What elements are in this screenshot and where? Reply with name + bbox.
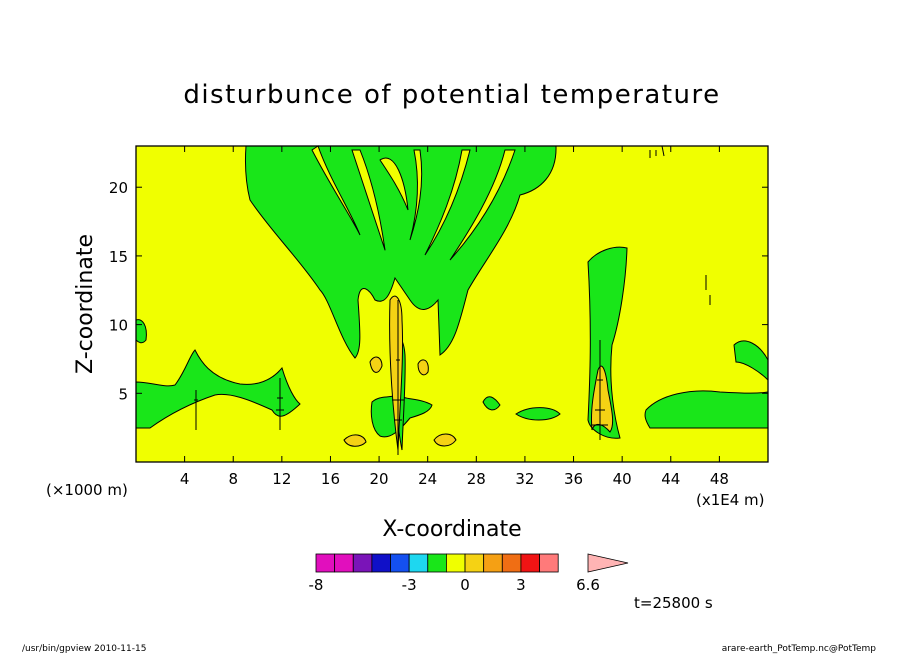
colorbar-labels: -8 -3 0 3 6.6: [309, 576, 600, 594]
y-tick-label: 20: [109, 179, 128, 197]
footer-left: /usr/bin/gpview 2010-11-15: [22, 644, 146, 654]
colorbar-tick-label: 3: [516, 576, 526, 594]
pos-central-plume: [389, 295, 404, 451]
patch-x32: [515, 407, 561, 421]
time-label: t=25800 s: [634, 594, 713, 612]
x-axis-units: (×1000 m): [46, 481, 128, 499]
upper-slit-3: [379, 157, 409, 211]
x-tick-label: 48: [710, 470, 729, 488]
x-tick-label: 12: [272, 470, 291, 488]
colorbar-swatch: [483, 553, 503, 573]
upper-slit-6: [449, 149, 516, 261]
pos-right-plume: [591, 365, 614, 433]
plot-frame: [135, 145, 769, 463]
colorbar-tick-label: 6.6: [576, 576, 600, 594]
pos-cell-1: [343, 434, 367, 447]
x-axis-label: X-coordinate: [382, 517, 521, 542]
x-tick-label: 16: [321, 470, 340, 488]
contour-lines: [194, 145, 711, 455]
x-tick-label: 28: [467, 470, 486, 488]
plot-area: [135, 145, 769, 463]
colorbar-tick-label: -3: [402, 576, 417, 594]
colorbar: [315, 553, 629, 573]
y-tick-label: 5: [118, 385, 128, 403]
x-tick-label: 20: [370, 470, 389, 488]
colorbar-swatch: [390, 553, 410, 573]
pos-cell-3: [369, 356, 383, 373]
upper-slit-4: [409, 149, 423, 241]
colorbar-extension-arrow: [587, 553, 629, 573]
colorbar-swatch: [352, 553, 373, 573]
upper-slit-1: [311, 145, 361, 236]
right-low-region: [644, 390, 769, 429]
colorbar-swatch: [501, 553, 522, 573]
spike-x5: [194, 390, 198, 430]
colorbar-swatch: [371, 553, 391, 573]
y-tick-label: 10: [109, 317, 128, 335]
colorbar-tick-label: -8: [309, 576, 324, 594]
patch-x28: [482, 396, 501, 411]
colorbar-swatch: [446, 553, 466, 573]
x-axis-scale-note: (x1E4 m): [696, 491, 765, 509]
upper-slit-2: [351, 149, 386, 251]
pos-cell-2: [433, 433, 457, 447]
x-tick-label: 8: [228, 470, 238, 488]
colorbar-swatch: [464, 553, 485, 573]
spike-right: [592, 340, 608, 440]
colorbar-swatch: [315, 553, 336, 573]
left-low-region: [135, 349, 301, 429]
y-axis-label: Z-coordinate: [73, 234, 98, 374]
spike-x12: [276, 378, 284, 430]
x-tick-label: 36: [564, 470, 583, 488]
x-tick-label: 44: [661, 470, 680, 488]
x-tick-label: 4: [180, 470, 190, 488]
contour-fills: [135, 145, 769, 451]
contour-x46: [705, 275, 711, 305]
y-axis-ticks: 5 10 15 20: [109, 179, 768, 403]
colorbar-swatch: [408, 553, 429, 573]
footer-right: arare-earth_PotTemp.nc@PotTemp: [722, 644, 877, 654]
y-tick-label: 15: [109, 248, 128, 266]
colorbar-swatch: [334, 553, 354, 573]
contour-top-right: [649, 145, 665, 158]
chart-title: disturbunce of potential temperature: [183, 80, 720, 110]
colorbar-swatch: [427, 553, 447, 573]
x-tick-label: 24: [418, 470, 437, 488]
spike-central: [392, 300, 404, 455]
upper-negative-region: [245, 145, 557, 359]
x-axis-ticks: 4 8 12 16 20 24 28 32 36 40 44 48: [180, 146, 729, 488]
x-tick-label: 32: [515, 470, 534, 488]
colorbar-swatch: [520, 553, 540, 573]
pos-cell-4: [417, 359, 429, 376]
colorbar-swatch: [539, 553, 559, 573]
x-tick-label: 40: [613, 470, 632, 488]
upper-slit-5: [424, 149, 471, 256]
colorbar-tick-label: 0: [460, 576, 470, 594]
left-edge-region: [135, 319, 147, 344]
